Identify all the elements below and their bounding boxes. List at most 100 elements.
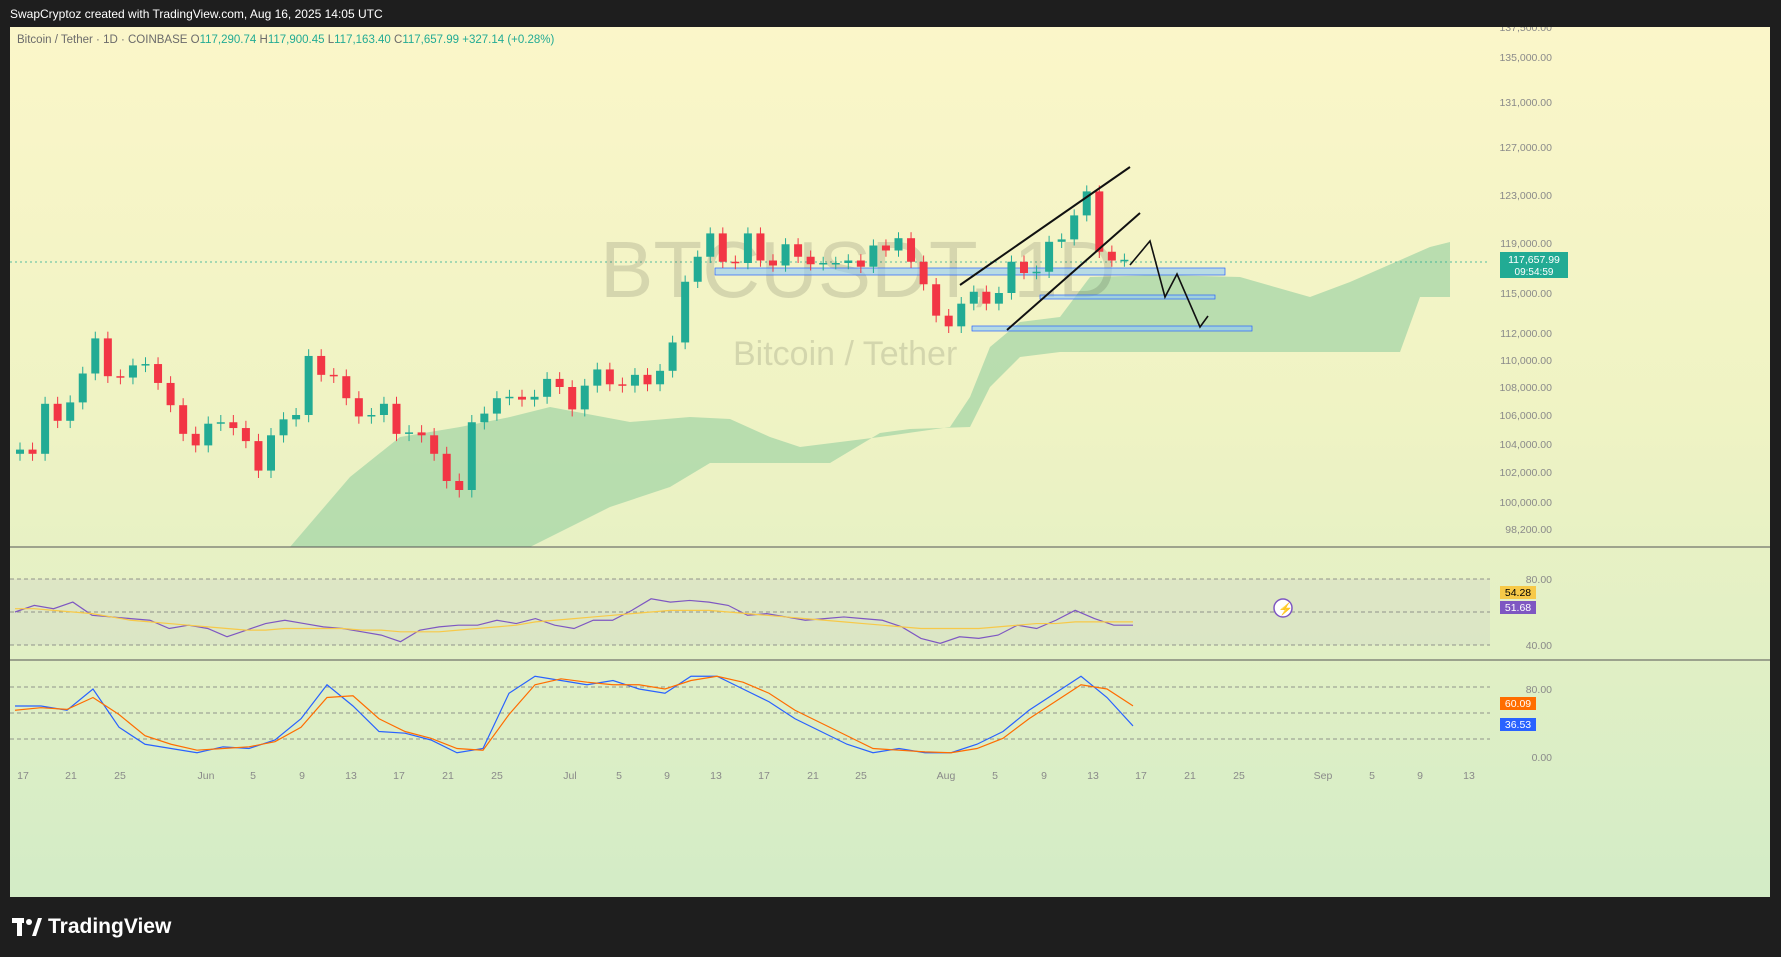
stoch-k-badge-text: 36.53 (1505, 719, 1531, 731)
candle-body (455, 481, 464, 490)
candle-body (1007, 261, 1016, 293)
candle-body (869, 245, 878, 267)
stoch-d-line (14, 675, 1134, 754)
cloud-area (290, 242, 1450, 547)
legend-high: 117,900.45 (267, 34, 325, 46)
stoch-d-badge-text: 60.09 (1505, 698, 1531, 710)
candle-body (568, 387, 577, 410)
support-zone (971, 325, 1253, 332)
stoch-axis-label: 0.00 (1532, 752, 1553, 764)
candle-body (392, 403, 401, 434)
candle-body (618, 384, 627, 386)
date-axis-label: 5 (1369, 770, 1375, 782)
candle-body (605, 369, 614, 385)
candle-body (769, 260, 777, 266)
date-axis-label: 21 (65, 770, 77, 782)
support-zone (714, 267, 1226, 276)
candle-body (329, 374, 338, 377)
candle-body (304, 355, 313, 415)
rsi-pane: 80.00 40.00 54.28 51.68 (10, 574, 1552, 652)
candle-body (442, 453, 451, 481)
date-axis-label: 13 (710, 770, 722, 782)
candle-body (279, 419, 288, 436)
candle-body (969, 291, 978, 304)
price-badge-price: 117,657.99 (1508, 254, 1560, 266)
candle-body (643, 374, 652, 385)
chart-canvas[interactable]: BTCUSDT, 1D Bitcoin / Tether 137,500.001… (10, 22, 1770, 897)
lightning-icon[interactable] (1273, 598, 1293, 618)
date-axis-label: 21 (1184, 770, 1196, 782)
candle-body (894, 238, 903, 251)
legend-low: 117,163.40 (334, 34, 391, 46)
candle-body (656, 370, 665, 385)
candle-body (1082, 191, 1091, 216)
candle-body (982, 291, 991, 304)
date-axis-label: 25 (114, 770, 126, 782)
candle-body (831, 263, 840, 265)
date-axis-label: Aug (937, 770, 956, 782)
candle-body (543, 378, 552, 397)
candle-body (731, 261, 740, 264)
watermark-name: Bitcoin / Tether (733, 335, 957, 373)
price-axis-label: 115,000.00 (1500, 288, 1552, 300)
candle-body (467, 422, 476, 490)
date-axis-label: 9 (1041, 770, 1047, 782)
candle-body (706, 233, 715, 257)
rsi-axis-label: 40.00 (1526, 640, 1552, 652)
date-axis-label: 17 (393, 770, 405, 782)
rsi-ma-badge-text: 54.28 (1505, 587, 1531, 599)
legend-change: +327.14 (+0.28%) (462, 34, 555, 46)
candle-body (907, 238, 916, 262)
date-axis-label: 5 (616, 770, 622, 782)
candle-body (417, 432, 426, 436)
candle-body (254, 441, 263, 471)
candle-body (1020, 261, 1028, 273)
candle-body (1057, 239, 1066, 242)
price-axis-label: 102,000.00 (1499, 467, 1552, 479)
candle-body (743, 233, 752, 263)
candle-body (819, 263, 828, 265)
candle-body (28, 449, 37, 454)
candle-body (405, 432, 414, 434)
price-axis-label: 100,000.00 (1499, 497, 1552, 509)
price-axis-label: 131,000.00 (1499, 97, 1552, 109)
candle-body (154, 364, 163, 383)
candle-body (179, 405, 188, 434)
date-axis-label: 9 (664, 770, 670, 782)
candle-body (668, 342, 677, 371)
candle-body (881, 245, 890, 251)
date-axis-label: 13 (1087, 770, 1099, 782)
date-axis-label: 25 (1233, 770, 1245, 782)
candle-body (66, 402, 75, 421)
chart-frame[interactable]: BTCUSDT, 1D Bitcoin / Tether 137,500.00 1… (10, 22, 1770, 897)
trend-drawings (959, 166, 1209, 331)
price-axis-label: 112,000.00 (1500, 328, 1552, 340)
price-axis-label: 137,500.00 (1499, 27, 1552, 34)
candle-body (204, 423, 213, 446)
candle-body (267, 435, 275, 471)
chart-legend: Bitcoin / Tether · 1D · COINBASE O117,29… (17, 34, 554, 46)
candle-body (166, 382, 175, 406)
candle-body (781, 244, 790, 266)
candle-body (718, 233, 727, 262)
support-zones (714, 267, 1253, 332)
tradingview-logo[interactable]: TradingView (12, 915, 171, 939)
candle-body (1120, 259, 1129, 262)
candle-body (1107, 251, 1116, 261)
stoch-axis-label: 80.00 (1526, 684, 1552, 696)
date-axis-label: 5 (250, 770, 256, 782)
legend-close-label: C (394, 34, 403, 46)
legend-open-label: O (190, 34, 200, 46)
date-axis-label: 5 (992, 770, 998, 782)
date-axis-label: 25 (855, 770, 867, 782)
wedge-lower-line (1006, 212, 1141, 331)
legend-close: 117,657.99 (402, 34, 460, 46)
candle-body (593, 369, 602, 386)
rsi-line (14, 598, 1133, 644)
candle-body (480, 413, 489, 423)
wedge-upper-line (959, 166, 1131, 286)
candle-body (932, 284, 941, 316)
candle-body (756, 233, 765, 261)
candle-body (492, 398, 501, 414)
candle-body (794, 244, 803, 257)
